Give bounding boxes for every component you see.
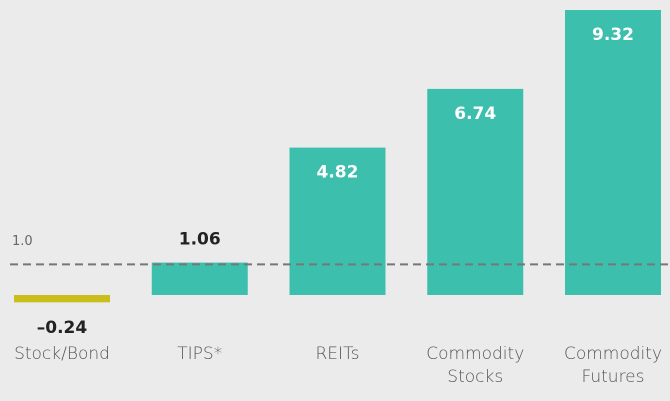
bar xyxy=(427,88,524,295)
bar xyxy=(14,295,110,303)
x-tick-label: Commodity Stocks xyxy=(426,344,525,387)
value-label: –0.24 xyxy=(37,318,88,338)
x-tick-label: Commodity Futures xyxy=(563,344,663,387)
reference-label: 1.0 xyxy=(12,234,33,249)
value-label: 6.74 xyxy=(454,104,496,124)
bar xyxy=(151,262,248,295)
value-label: 1.06 xyxy=(179,230,221,250)
value-label: 9.32 xyxy=(592,25,634,45)
x-tick-label: Stock/Bond xyxy=(14,344,110,364)
bar xyxy=(289,147,386,295)
x-tick-label: REITs xyxy=(315,344,360,364)
value-label: 4.82 xyxy=(317,163,359,183)
x-tick-label: TIPS* xyxy=(177,344,223,364)
bar xyxy=(565,10,661,295)
